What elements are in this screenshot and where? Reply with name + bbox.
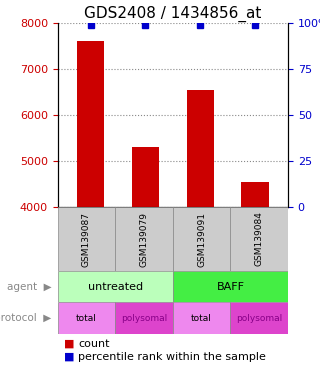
Text: GSM139091: GSM139091 <box>197 212 206 266</box>
Text: total: total <box>76 314 97 323</box>
Bar <box>241 182 269 384</box>
Bar <box>58 207 115 271</box>
Bar <box>115 207 173 271</box>
Bar <box>58 303 115 334</box>
Text: GSM139087: GSM139087 <box>82 212 91 266</box>
Text: polysomal: polysomal <box>236 314 282 323</box>
Bar <box>77 41 104 384</box>
Text: protocol  ▶: protocol ▶ <box>0 313 51 323</box>
Title: GDS2408 / 1434856_at: GDS2408 / 1434856_at <box>84 5 261 22</box>
Text: total: total <box>191 314 212 323</box>
Text: GSM139084: GSM139084 <box>255 212 264 266</box>
Text: BAFF: BAFF <box>216 281 244 291</box>
Text: count: count <box>78 339 110 349</box>
Bar <box>230 207 288 271</box>
Bar <box>230 303 288 334</box>
Text: untreated: untreated <box>88 281 143 291</box>
Bar <box>132 147 159 384</box>
Text: ■: ■ <box>64 339 75 349</box>
Text: percentile rank within the sample: percentile rank within the sample <box>78 352 266 362</box>
Text: ■: ■ <box>64 352 75 362</box>
Bar <box>58 271 173 303</box>
Bar <box>173 207 230 271</box>
Bar <box>187 90 214 384</box>
Bar <box>173 303 230 334</box>
Text: GSM139079: GSM139079 <box>140 212 148 266</box>
Bar <box>115 303 173 334</box>
Text: agent  ▶: agent ▶ <box>7 281 51 291</box>
Bar <box>173 271 288 303</box>
Text: polysomal: polysomal <box>121 314 167 323</box>
